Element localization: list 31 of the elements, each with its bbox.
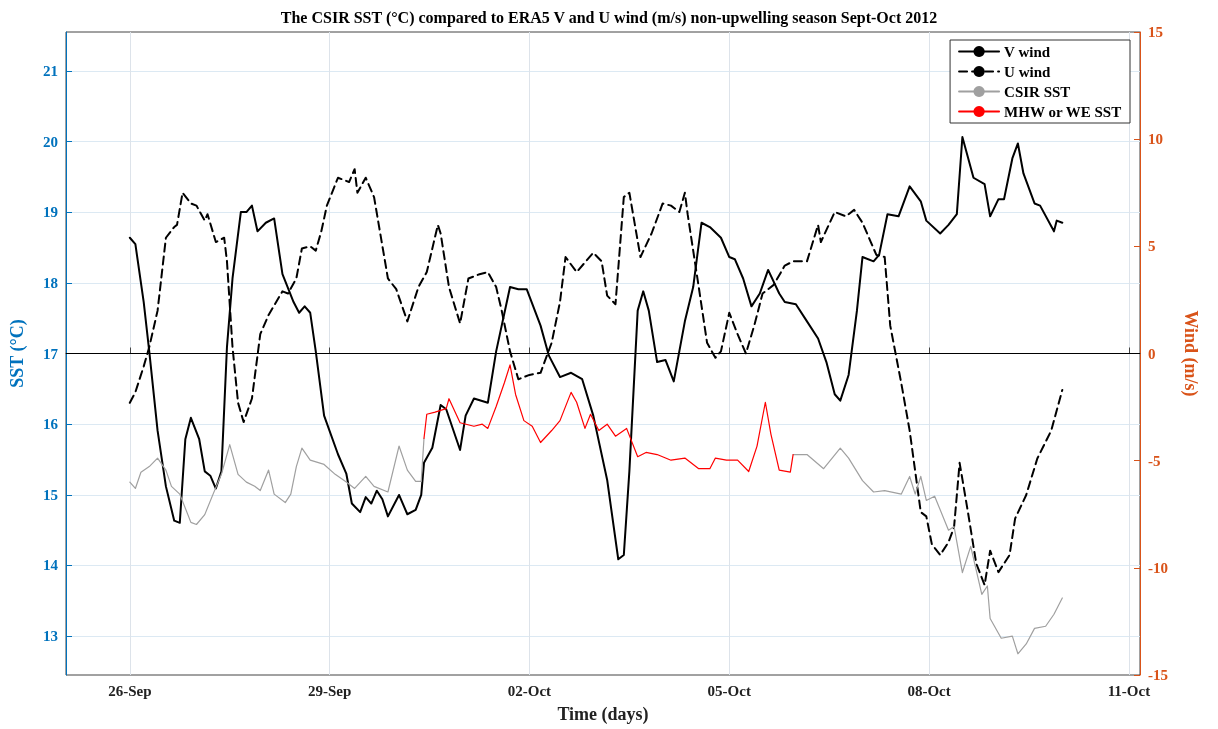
y2-tick-label: -10: [1148, 559, 1168, 576]
y-tick-label: 17: [43, 345, 59, 362]
x-tick-label: 02-Oct: [507, 682, 552, 699]
y2-tick-label: -5: [1148, 452, 1161, 469]
x-tick-label: 08-Oct: [907, 682, 951, 699]
y-tick-label: 13: [43, 628, 58, 645]
y2-tick-label: -15: [1148, 667, 1168, 683]
x-tick-label: 26-Sep: [108, 682, 152, 699]
y-tick-label: 15: [43, 486, 58, 503]
y-tick-label: 14: [43, 557, 59, 574]
y2-axis-title: Wind (m/s): [1180, 310, 1201, 397]
y-tick-label: 20: [43, 133, 58, 150]
legend-label: U wind: [1004, 63, 1051, 80]
legend-label: V wind: [1004, 43, 1051, 60]
legend-label: CSIR SST: [1004, 83, 1071, 100]
y2-tick-label: 5: [1148, 238, 1156, 255]
x-axis-title: Time (days): [557, 704, 649, 725]
y-tick-label: 21: [43, 62, 58, 79]
y-tick-label: 18: [43, 274, 58, 291]
x-tick-label: 11-Oct: [1107, 682, 1151, 699]
y-axis-title: SST (°C): [7, 319, 28, 388]
y2-tick-label: 10: [1148, 131, 1163, 148]
legend-label: MHW or WE SST: [1004, 103, 1122, 120]
y-tick-label: 19: [43, 204, 58, 221]
chart-title: The CSIR SST (°C) compared to ERA5 V and U wind (m/s) non-upwelling season Sept-Oct 2012: [280, 8, 938, 27]
y-tick-label: 16: [43, 416, 59, 433]
y2-tick-label: 15: [1148, 24, 1163, 40]
line-series: [423, 364, 794, 473]
x-tick-label: 05-Oct: [707, 682, 751, 699]
y2-tick-label: 0: [1148, 345, 1156, 362]
x-tick-label: 29-Sep: [307, 682, 352, 699]
